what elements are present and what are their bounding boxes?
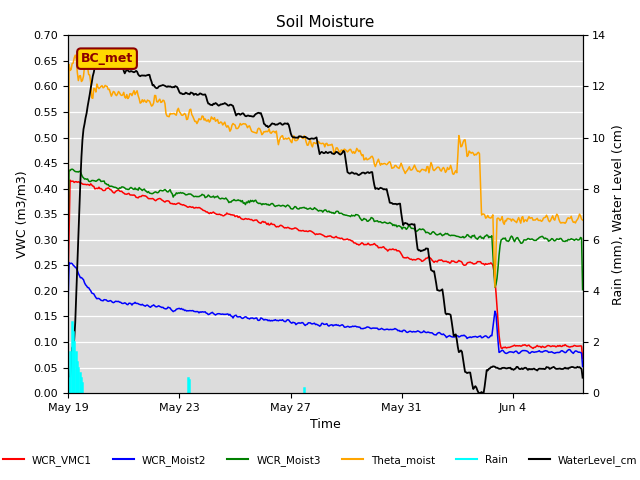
- X-axis label: Time: Time: [310, 419, 340, 432]
- Y-axis label: VWC (m3/m3): VWC (m3/m3): [15, 170, 28, 258]
- Legend: WCR_VMC1, WCR_Moist2, WCR_Moist3, Theta_moist, Rain, WaterLevel_cm: WCR_VMC1, WCR_Moist2, WCR_Moist3, Theta_…: [0, 451, 640, 470]
- Title: Soil Moisture: Soil Moisture: [276, 15, 374, 30]
- Text: BC_met: BC_met: [81, 52, 133, 65]
- Y-axis label: Rain (mm), Water Level (cm): Rain (mm), Water Level (cm): [612, 124, 625, 305]
